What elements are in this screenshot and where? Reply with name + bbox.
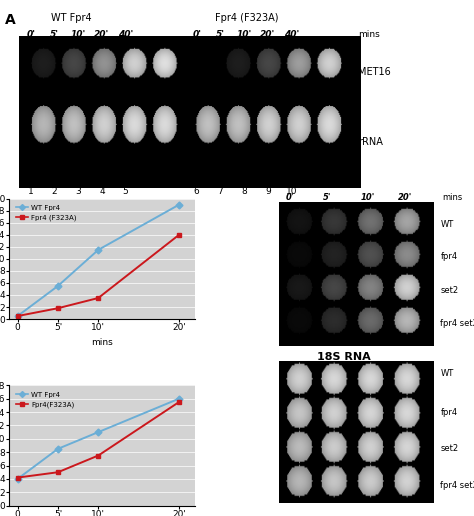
Text: Fpr4 (F323A): Fpr4 (F323A) (215, 13, 278, 23)
Text: 5': 5' (216, 30, 225, 39)
Text: set2: set2 (440, 444, 458, 454)
Text: WT: WT (440, 220, 454, 229)
Text: mins: mins (358, 30, 380, 39)
Text: fpr4 set2: fpr4 set2 (440, 481, 474, 490)
Text: fpr4: fpr4 (440, 408, 457, 416)
Text: rRNA: rRNA (358, 137, 383, 147)
Text: A: A (5, 13, 16, 27)
Text: 6: 6 (194, 187, 200, 196)
X-axis label: mins: mins (91, 338, 113, 347)
Legend: WT Fpr4, Fpr4(F323A): WT Fpr4, Fpr4(F323A) (13, 389, 77, 410)
Text: MET16: MET16 (358, 67, 391, 77)
Text: 5: 5 (123, 187, 128, 196)
Text: WT Fpr4: WT Fpr4 (51, 13, 91, 23)
Text: fpr4: fpr4 (440, 252, 457, 262)
Text: 5': 5' (323, 192, 331, 202)
Text: 7: 7 (218, 187, 223, 196)
Text: fpr4 set2: fpr4 set2 (440, 318, 474, 328)
Text: 3: 3 (75, 187, 81, 196)
Text: 10': 10' (71, 30, 86, 39)
Text: 0': 0' (286, 192, 294, 202)
Text: 20': 20' (94, 30, 109, 39)
Text: set2: set2 (440, 286, 458, 295)
Text: 9: 9 (265, 187, 271, 196)
Legend: WT Fpr4, Fpr4 (F323A): WT Fpr4, Fpr4 (F323A) (13, 202, 79, 223)
Text: 4: 4 (99, 187, 105, 196)
Text: 18S RNA: 18S RNA (317, 352, 371, 362)
Text: D: D (264, 174, 275, 188)
Text: 40': 40' (284, 30, 299, 39)
Text: 5': 5' (50, 30, 59, 39)
Text: 0': 0' (27, 30, 35, 39)
Text: 20': 20' (260, 30, 275, 39)
Text: 0': 0' (192, 30, 201, 39)
Text: WT: WT (440, 369, 454, 378)
Text: 40': 40' (118, 30, 133, 39)
Text: 1: 1 (28, 187, 34, 196)
Text: 2: 2 (52, 187, 57, 196)
Text: 10: 10 (286, 187, 297, 196)
Text: 8: 8 (241, 187, 247, 196)
Text: mins: mins (442, 192, 463, 202)
Text: 20': 20' (398, 192, 412, 202)
Text: HIS4: HIS4 (324, 177, 353, 187)
Text: 10': 10' (237, 30, 252, 39)
Text: 10': 10' (361, 192, 375, 202)
